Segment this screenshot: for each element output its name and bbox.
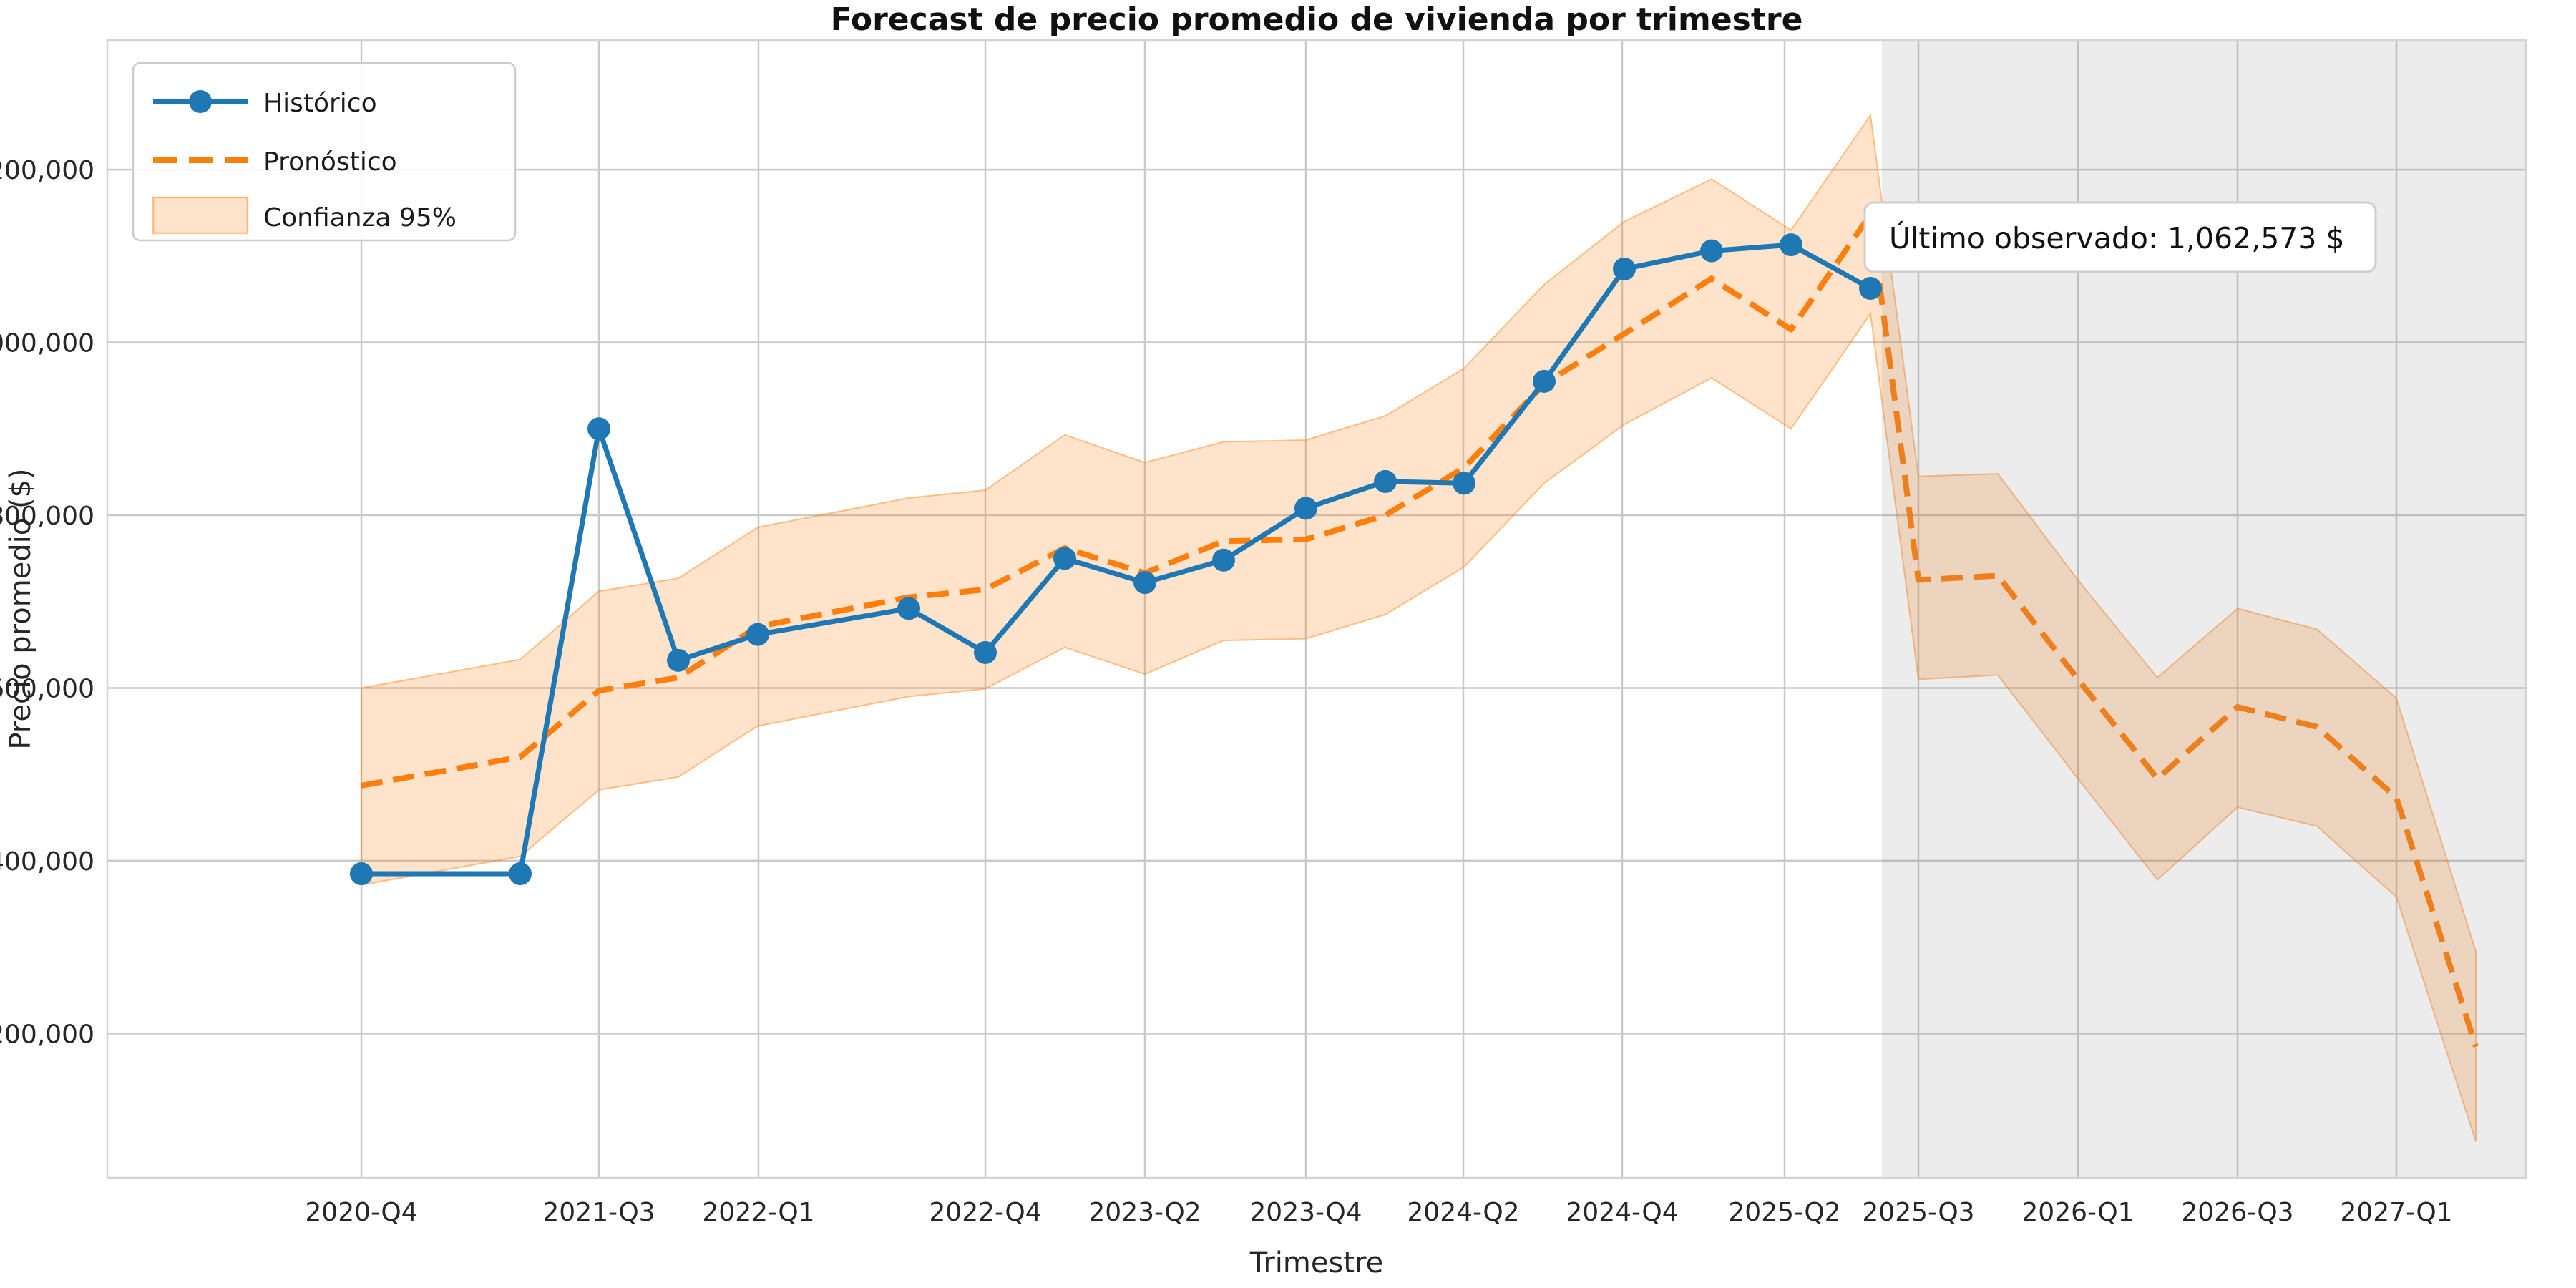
legend: Histórico Pronóstico Confianza 95% — [132, 62, 517, 242]
tick-labels: $200,000 $400,000 $600,000 $800,000 $1,000,0… — [0, 156, 2453, 1227]
svg-text:2022-Q1: 2022-Q1 — [702, 1198, 814, 1227]
legend-marker-historico — [189, 90, 212, 113]
chart-title: Forecast de precio promedio de vivienda … — [831, 1, 1803, 38]
annotation-text: Último observado: 1,062,573 $ — [1889, 221, 2345, 255]
legend-label-confianza: Confianza 95% — [263, 203, 457, 233]
legend-box — [132, 62, 517, 242]
legend-label-historico: Histórico — [263, 89, 377, 118]
legend-label-pronostico: Pronóstico — [263, 147, 397, 177]
x-axis-label: Trimestre — [1249, 1246, 1383, 1279]
svg-text:2025-Q3: 2025-Q3 — [1862, 1198, 1974, 1227]
svg-text:2020-Q4: 2020-Q4 — [305, 1198, 417, 1227]
legend-item-confianza: Confianza 95% — [152, 196, 457, 235]
legend-swatch-confianza — [152, 196, 249, 235]
svg-text:$1,000,000: $1,000,000 — [0, 329, 94, 358]
svg-text:$200,000: $200,000 — [0, 1020, 94, 1049]
annotation-box — [1863, 201, 2377, 273]
svg-text:2022-Q4: 2022-Q4 — [929, 1198, 1041, 1227]
svg-text:$1,200,000: $1,200,000 — [0, 156, 94, 185]
data-series — [350, 211, 2479, 1048]
svg-text:2021-Q3: 2021-Q3 — [542, 1198, 655, 1227]
svg-text:2026-Q3: 2026-Q3 — [2181, 1198, 2293, 1227]
svg-text:2027-Q1: 2027-Q1 — [2340, 1198, 2452, 1227]
legend-item-pronostico: Pronóstico — [153, 147, 397, 177]
svg-text:2023-Q4: 2023-Q4 — [1249, 1198, 1362, 1227]
svg-text:$800,000: $800,000 — [0, 502, 94, 531]
svg-text:2024-Q4: 2024-Q4 — [1566, 1198, 1678, 1227]
legend-item-historico: Histórico — [153, 89, 377, 118]
y-axis-label: Precio promedio ($) — [4, 468, 37, 749]
last-observed-annotation: Último observado: 1,062,573 $ — [1863, 201, 2377, 273]
svg-text:2026-Q1: 2026-Q1 — [2021, 1198, 2134, 1227]
plot-border — [106, 39, 2527, 1179]
svg-text:2024-Q2: 2024-Q2 — [1407, 1198, 1519, 1227]
svg-text:2023-Q2: 2023-Q2 — [1088, 1198, 1201, 1227]
svg-text:2025-Q2: 2025-Q2 — [1728, 1198, 1840, 1227]
svg-text:$400,000: $400,000 — [0, 847, 94, 877]
svg-text:$600,000: $600,000 — [0, 674, 94, 703]
